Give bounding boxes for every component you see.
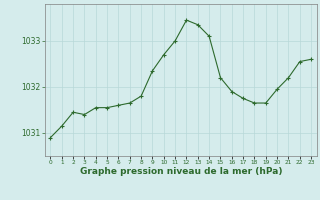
X-axis label: Graphe pression niveau de la mer (hPa): Graphe pression niveau de la mer (hPa) <box>80 167 282 176</box>
